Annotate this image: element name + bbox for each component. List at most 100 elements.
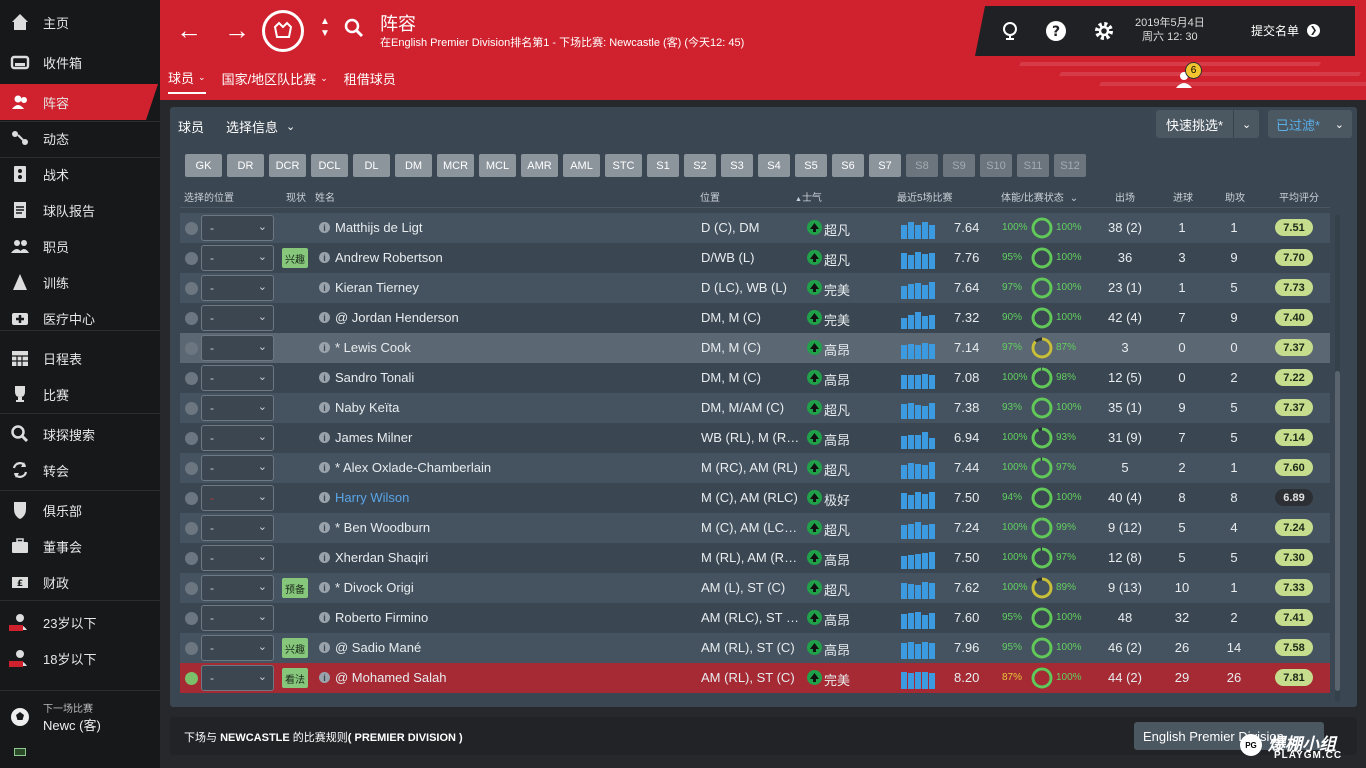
tab-national[interactable]: 国家/地区队比赛 ⌄ (222, 68, 328, 94)
col-avg-rating[interactable]: 平均评分 (1279, 193, 1319, 204)
sidebar-item-tactics[interactable]: 战术 (0, 156, 160, 192)
select-checkbox[interactable] (185, 582, 198, 595)
sidebar-item-report[interactable]: 球队报告 (0, 192, 160, 228)
player-name[interactable]: * Lewis Cook (335, 340, 411, 355)
col-condition[interactable]: 体能/比赛状态 ⌄ (1001, 189, 1078, 204)
info-icon[interactable]: i (319, 642, 330, 653)
search-icon[interactable] (344, 18, 364, 43)
selected-position-dropdown[interactable]: - ⌄ (201, 365, 274, 391)
tab-players[interactable]: 球员 ⌄ (168, 68, 206, 94)
sidebar-item-training[interactable]: 训练 (0, 264, 160, 300)
select-checkbox[interactable] (185, 642, 198, 655)
sidebar-item-finance[interactable]: £ 财政 (0, 564, 160, 600)
player-name[interactable]: @ Sadio Mané (335, 640, 422, 655)
selected-position-dropdown[interactable]: - ⌄ (201, 395, 274, 421)
sidebar-item-squad[interactable]: 阵容 (0, 84, 158, 120)
forward-arrow-icon[interactable]: → (224, 14, 250, 45)
position-filter-mcl[interactable]: MCL (479, 154, 516, 177)
position-filter-s9[interactable]: S9 (943, 154, 975, 177)
player-name[interactable]: Andrew Robertson (335, 250, 443, 265)
selected-position-dropdown[interactable]: - ⌄ (201, 215, 274, 241)
player-row[interactable]: - ⌄ 兴趣 i Andrew Robertson D/WB (L) 超凡 7.76 95% 10… (180, 243, 1330, 273)
selected-position-dropdown[interactable]: - ⌄ (201, 485, 274, 511)
player-name[interactable]: Naby Keïta (335, 400, 400, 415)
position-filter-aml[interactable]: AML (563, 154, 600, 177)
selected-position-dropdown[interactable]: - ⌄ (201, 665, 274, 691)
select-checkbox[interactable] (185, 492, 198, 505)
player-name[interactable]: * Alex Oxlade-Chamberlain (335, 460, 492, 475)
info-icon[interactable]: i (319, 612, 330, 623)
selected-position-dropdown[interactable]: - ⌄ (201, 305, 274, 331)
sidebar-item-search[interactable]: 球探搜索 (0, 416, 160, 452)
position-filter-s11[interactable]: S11 (1017, 154, 1049, 177)
info-icon[interactable]: i (319, 582, 330, 593)
position-filter-s2[interactable]: S2 (684, 154, 716, 177)
col-apps[interactable]: 出场 (1115, 193, 1135, 204)
back-arrow-icon[interactable]: ← (176, 14, 202, 45)
player-name[interactable]: Matthijs de Ligt (335, 220, 423, 235)
col-status[interactable]: 现状 (286, 193, 306, 204)
player-row[interactable]: - ⌄ i Harry Wilson M (C), AM (RLC) 极好 7.50 94% 1… (180, 483, 1330, 513)
select-checkbox[interactable] (185, 222, 198, 235)
player-row[interactable]: - ⌄ 兴趣 i @ Sadio Mané AM (RL), ST (C) 高昂 7.96 95… (180, 633, 1330, 663)
select-info-dropdown[interactable]: 选择信息 ⌄ (226, 117, 295, 136)
position-filter-stc[interactable]: STC (605, 154, 642, 177)
sidebar-item-board[interactable]: 董事会 (0, 528, 160, 564)
sidebar-item-inbox[interactable]: 收件箱 (0, 44, 160, 80)
player-name[interactable]: Kieran Tierney (335, 280, 419, 295)
sidebar-item-home[interactable]: 主页 (0, 4, 160, 40)
sidebar-item-calendar[interactable]: 日程表 (0, 340, 160, 376)
sidebar-item-staff[interactable]: 职员 (0, 228, 160, 264)
submit-team-button[interactable]: 提交名单 ❯ (1251, 22, 1321, 39)
info-icon[interactable]: i (319, 492, 330, 503)
sidebar-item-dynamics[interactable]: 动态 (0, 120, 160, 156)
selected-position-dropdown[interactable]: - ⌄ (201, 575, 274, 601)
position-filter-dr[interactable]: DR (227, 154, 264, 177)
selected-position-dropdown[interactable]: - ⌄ (201, 425, 274, 451)
info-icon[interactable]: i (319, 252, 330, 263)
selected-position-dropdown[interactable]: - ⌄ (201, 335, 274, 361)
position-filter-dl[interactable]: DL (353, 154, 390, 177)
sidebar-item-trophy[interactable]: 比赛 (0, 376, 160, 412)
next-match[interactable]: 下一场比赛 Newc (客) (0, 692, 160, 742)
player-row[interactable]: - ⌄ 看法 i @ Mohamed Salah AM (RL), ST (C) 完美 8.2… (180, 663, 1330, 693)
select-checkbox[interactable] (185, 612, 198, 625)
position-filter-amr[interactable]: AMR (521, 154, 558, 177)
selected-position-dropdown[interactable]: - ⌄ (201, 455, 274, 481)
col-name[interactable]: 姓名 (315, 193, 335, 204)
globe-icon[interactable] (999, 20, 1021, 42)
info-icon[interactable]: i (319, 342, 330, 353)
select-checkbox[interactable] (185, 552, 198, 565)
col-assists[interactable]: 助攻 (1225, 193, 1245, 204)
selected-position-dropdown[interactable]: - ⌄ (201, 545, 274, 571)
player-name[interactable]: Harry Wilson (335, 490, 410, 505)
competition-select[interactable]: English Premier Division (1134, 722, 1324, 750)
notification-button[interactable]: 6 (1172, 62, 1202, 92)
info-icon[interactable]: i (319, 222, 330, 233)
player-row[interactable]: - ⌄ 预备 i * Divock Origi AM (L), ST (C) 超凡 7.62 1… (180, 573, 1330, 603)
col-morale[interactable]: ▲士气 (795, 189, 822, 204)
select-checkbox[interactable] (185, 462, 198, 475)
position-filter-s1[interactable]: S1 (647, 154, 679, 177)
selected-position-dropdown[interactable]: - ⌄ (201, 245, 274, 271)
select-checkbox[interactable] (185, 522, 198, 535)
selected-position-dropdown[interactable]: - ⌄ (201, 515, 274, 541)
gear-icon[interactable] (1093, 20, 1115, 42)
player-name[interactable]: Roberto Firmino (335, 610, 429, 625)
player-row[interactable]: - ⌄ i * Lewis Cook DM, M (C) 高昂 7.14 97% 87% 3 0 0 7… (180, 333, 1330, 363)
position-filter-s5[interactable]: S5 (795, 154, 827, 177)
quick-pick-button[interactable]: 快速挑选* ⌄ (1156, 110, 1260, 138)
sidebar-item-u18[interactable]: 18岁以下 (0, 640, 160, 676)
select-checkbox[interactable] (185, 252, 198, 265)
position-filter-s4[interactable]: S4 (758, 154, 790, 177)
keyboard-icon[interactable] (14, 748, 26, 756)
select-checkbox[interactable] (185, 342, 198, 355)
player-name[interactable]: Sandro Tonali (335, 370, 415, 385)
position-filter-s7[interactable]: S7 (869, 154, 901, 177)
info-icon[interactable]: i (319, 372, 330, 383)
info-icon[interactable]: i (319, 672, 330, 683)
info-icon[interactable]: i (319, 432, 330, 443)
position-filter-s3[interactable]: S3 (721, 154, 753, 177)
player-name[interactable]: James Milner (335, 430, 413, 445)
selected-position-dropdown[interactable]: - ⌄ (201, 635, 274, 661)
